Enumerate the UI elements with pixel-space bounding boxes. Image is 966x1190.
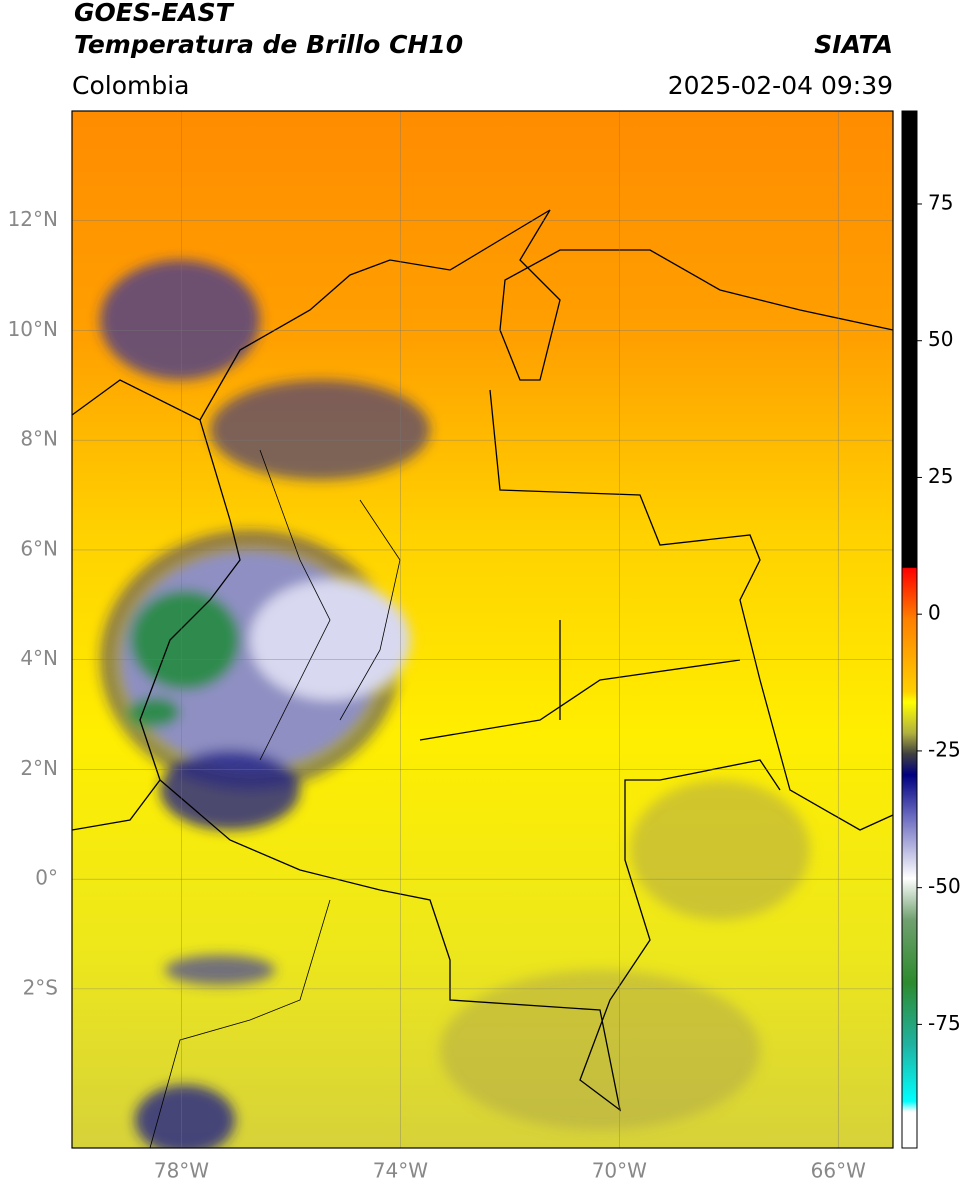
x-tick-label: 66°W: [811, 1159, 866, 1183]
colorbar-tick-label: 50: [928, 327, 953, 351]
y-tick-label: 4°N: [20, 646, 58, 670]
x-tick-label: 78°W: [154, 1159, 209, 1183]
colorbar-tick-label: 25: [928, 464, 953, 488]
x-tick-label: 74°W: [373, 1159, 428, 1183]
y-tick-label: 10°N: [8, 317, 58, 341]
title: GOES-EAST: [74, 0, 235, 27]
colorbar-tick-label: 0: [928, 601, 941, 625]
colorbar: [901, 110, 918, 1149]
y-tick-label: 2°N: [20, 756, 58, 780]
y-tick-label: 0°: [35, 866, 58, 890]
source: SIATA: [814, 30, 893, 59]
map-frame: [71, 110, 894, 1149]
y-tick-label: 8°N: [20, 427, 58, 451]
graticule: [72, 111, 893, 1148]
region: Colombia: [72, 71, 189, 100]
satellite-image: [72, 111, 893, 1148]
datetime: 2025-02-04 09:39: [668, 71, 893, 100]
colorbar-tick-label: -75: [928, 1011, 961, 1035]
y-tick-label: 12°N: [8, 207, 58, 231]
y-tick-label: 2°S: [23, 975, 58, 999]
colorbar-tick-label: 75: [928, 190, 953, 214]
x-tick-label: 70°W: [592, 1159, 647, 1183]
colorbar-tick-label: -50: [928, 874, 961, 898]
colorbar-tick-label: -25: [928, 737, 961, 761]
subtitle: Temperatura de Brillo CH10: [74, 30, 463, 59]
y-tick-label: 6°N: [20, 536, 58, 560]
